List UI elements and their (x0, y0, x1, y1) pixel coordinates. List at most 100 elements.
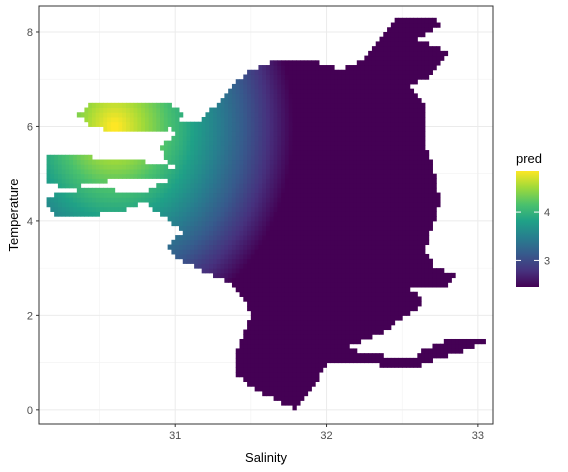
heatmap-tile (46, 168, 51, 175)
heatmap-tile (194, 258, 199, 264)
heatmap-tile (171, 187, 176, 194)
heatmap-tile (398, 357, 403, 364)
heatmap-tile (247, 121, 252, 127)
heatmap-tile (186, 244, 191, 250)
heatmap-tile (182, 258, 188, 264)
heatmap-tile (243, 225, 248, 231)
heatmap-tile (315, 320, 320, 326)
heatmap-tile (262, 202, 267, 208)
heatmap-tile (239, 268, 244, 274)
heatmap-tile (303, 324, 309, 331)
heatmap-tile (303, 239, 309, 246)
heatmap-tile (303, 376, 309, 382)
heatmap-tile (277, 65, 282, 71)
heatmap-tile (231, 206, 237, 212)
heatmap-tile (266, 324, 271, 331)
heatmap-tile (243, 376, 248, 382)
heatmap-tile (349, 83, 354, 90)
heatmap-tile (231, 197, 237, 203)
heatmap-tile (231, 168, 237, 175)
heatmap-tile (371, 272, 377, 279)
heatmap-tile (353, 83, 358, 90)
heatmap-tile (337, 74, 343, 80)
heatmap-tile (231, 107, 237, 113)
heatmap-tile (197, 173, 203, 179)
heatmap-tile (175, 235, 180, 241)
heatmap-tile (326, 301, 331, 307)
heatmap-tile (364, 296, 369, 302)
heatmap-tile (341, 131, 346, 137)
heatmap-tile (364, 320, 369, 326)
heatmap-tile (368, 116, 373, 123)
heatmap-tile (360, 112, 365, 118)
heatmap-tile (163, 192, 169, 198)
heatmap-tile (220, 121, 225, 127)
heatmap-tile (250, 93, 256, 99)
heatmap-tile (178, 145, 184, 151)
heatmap-tile (129, 107, 135, 113)
heatmap-tile (262, 154, 267, 161)
heatmap-tile (409, 230, 415, 236)
heatmap-tile (65, 206, 70, 212)
heatmap-tile (375, 216, 380, 222)
heatmap-tile (239, 112, 244, 118)
heatmap-tile (409, 140, 415, 146)
heatmap-tile (394, 244, 399, 250)
heatmap-tile (201, 187, 206, 194)
heatmap-tile (409, 187, 415, 194)
heatmap-tile (330, 220, 335, 227)
heatmap-tile (300, 301, 305, 307)
heatmap-tile (288, 60, 293, 66)
heatmap-tile (341, 291, 346, 297)
heatmap-tile (364, 83, 369, 90)
heatmap-tile (254, 230, 259, 236)
heatmap-tile (284, 135, 290, 142)
heatmap-tile (284, 315, 290, 321)
heatmap-tile (300, 168, 305, 175)
heatmap-tile (213, 112, 218, 118)
heatmap-tile (239, 367, 244, 373)
heatmap-tile (409, 173, 415, 179)
heatmap-tile (288, 386, 293, 392)
heatmap-tile (281, 65, 286, 71)
heatmap-tile (390, 69, 396, 75)
heatmap-tile (266, 315, 271, 321)
heatmap-tile (258, 249, 263, 255)
heatmap-tile (156, 197, 161, 203)
heatmap-tile (421, 159, 426, 165)
heatmap-tile (360, 334, 365, 340)
heatmap-tile (160, 192, 165, 198)
heatmap-tile (103, 107, 108, 113)
heatmap-tile (243, 220, 248, 227)
heatmap-tile (349, 98, 354, 104)
heatmap-tile (277, 74, 282, 80)
heatmap-tile (205, 150, 210, 156)
heatmap-tile (182, 168, 188, 175)
heatmap-tile (250, 372, 256, 378)
heatmap-tile (250, 301, 256, 307)
heatmap-tile (303, 353, 309, 359)
heatmap-tile (292, 367, 297, 373)
heatmap-tile (360, 249, 365, 255)
heatmap-tile (402, 69, 407, 75)
heatmap-tile (266, 150, 271, 156)
heatmap-tile (231, 282, 237, 288)
heatmap-tile (88, 173, 93, 179)
heatmap-tile (356, 206, 362, 212)
heatmap-tile (65, 197, 70, 203)
heatmap-tile (243, 230, 248, 236)
heatmap-tile (387, 65, 392, 71)
heatmap-tile (156, 116, 161, 123)
heatmap-tile (262, 150, 267, 156)
heatmap-tile (201, 206, 206, 212)
heatmap-tile (375, 159, 380, 165)
heatmap-tile (318, 315, 324, 321)
heatmap-tile (432, 343, 437, 349)
heatmap-tile (330, 301, 335, 307)
heatmap-tile (326, 282, 331, 288)
heatmap-tile (334, 93, 339, 99)
heatmap-tile (417, 178, 422, 184)
heatmap-tile (254, 239, 259, 246)
heatmap-tile (387, 192, 392, 198)
heatmap-tile (201, 258, 206, 264)
